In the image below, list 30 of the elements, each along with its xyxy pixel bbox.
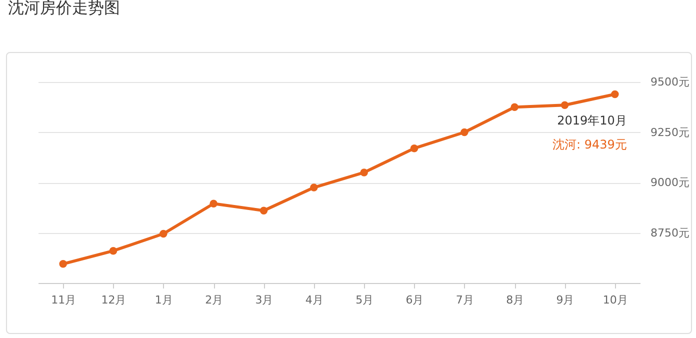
- y-tick-label: 9000元: [650, 176, 690, 189]
- point: [109, 246, 118, 255]
- x-tick-label: 9月: [556, 294, 574, 306]
- x-tick-label: 1月: [154, 294, 173, 306]
- point: [210, 200, 218, 208]
- annotation: 2019年10月: [557, 113, 627, 128]
- point: [460, 128, 468, 136]
- point: [510, 103, 518, 111]
- x-tick-label: 3月: [255, 294, 274, 306]
- point: [310, 184, 318, 192]
- point: [611, 90, 619, 98]
- point: [260, 206, 268, 215]
- x-tick-label: 10月: [602, 294, 628, 306]
- point: [560, 101, 569, 109]
- x-tick-label: 6月: [406, 294, 424, 306]
- y-tick-label: 8750元: [650, 226, 690, 240]
- x-tick-label: 5月: [356, 294, 374, 306]
- y-tick-label: 9500元: [650, 76, 690, 88]
- x-tick-label: 12月: [101, 294, 126, 306]
- point: [160, 230, 168, 238]
- x-tick-label: 4月: [305, 294, 324, 306]
- x-tick-label: 8月: [506, 294, 524, 306]
- point: [410, 144, 418, 152]
- annotation: 沈河: 9439元: [552, 137, 627, 152]
- x-tick-label: 7月: [456, 294, 474, 306]
- x-tick-label: 2月: [205, 294, 224, 306]
- y-tick-label: 9250元: [650, 126, 690, 139]
- x-tick-label: 11月: [51, 294, 76, 306]
- point: [59, 260, 67, 268]
- point: [360, 168, 368, 176]
